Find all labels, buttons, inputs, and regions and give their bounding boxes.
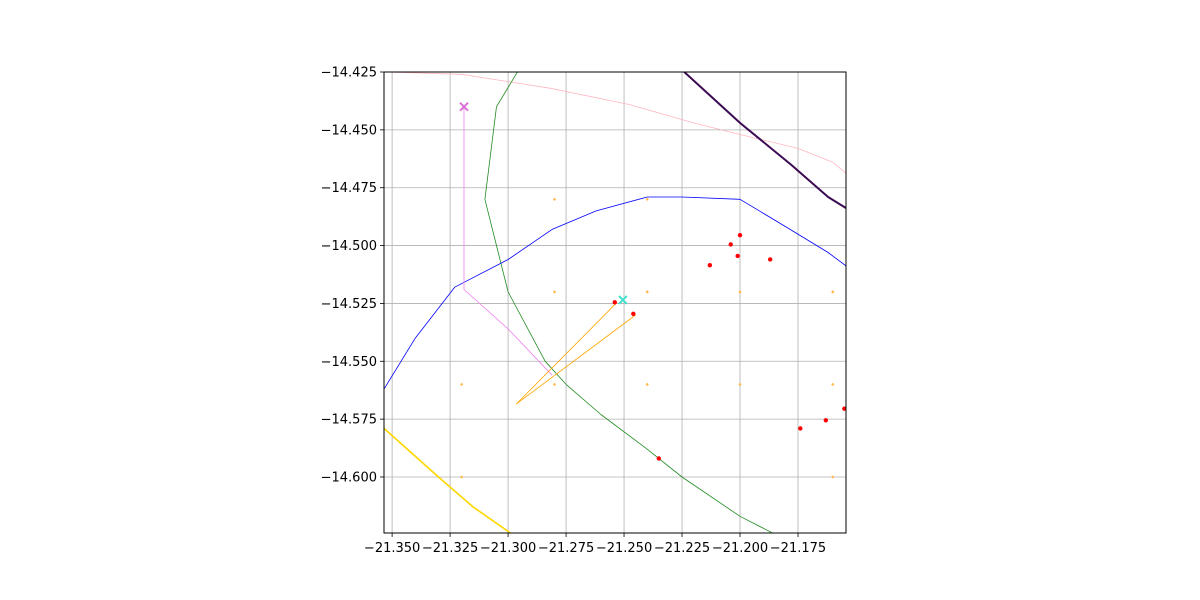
x-marker bbox=[618, 295, 628, 305]
data-point bbox=[735, 253, 740, 259]
data-point bbox=[553, 383, 556, 386]
data-point bbox=[831, 475, 835, 479]
data-point bbox=[656, 456, 662, 461]
data-point bbox=[831, 383, 835, 386]
data-point bbox=[738, 383, 742, 386]
series-line bbox=[387, 72, 846, 174]
y-tick-label: −14.575 bbox=[321, 413, 377, 428]
data-point bbox=[738, 290, 742, 294]
y-tick-label: −14.550 bbox=[321, 355, 377, 370]
data-point bbox=[831, 290, 835, 294]
y-axis: −14.425 −14.450 −14.475 −14.500 −14.525 −14.5… bbox=[321, 66, 384, 485]
axes-frame bbox=[383, 71, 847, 534]
data-point bbox=[798, 426, 803, 431]
y-tick-label: −14.450 bbox=[321, 123, 377, 138]
y-tick-label: −14.600 bbox=[321, 470, 377, 485]
x-tick-label: −21.175 bbox=[770, 541, 826, 556]
data-point bbox=[823, 418, 829, 423]
data-point bbox=[460, 475, 463, 479]
x-tick-label: −21.225 bbox=[654, 541, 710, 556]
data-point bbox=[737, 232, 743, 238]
data-point bbox=[645, 197, 649, 201]
series-line bbox=[515, 302, 618, 405]
data-point bbox=[612, 300, 617, 305]
y-tick-label: −14.525 bbox=[321, 297, 377, 312]
series-line bbox=[683, 72, 846, 210]
data-point bbox=[728, 242, 733, 247]
series-line bbox=[463, 106, 553, 376]
data-point bbox=[645, 383, 649, 386]
data-point bbox=[707, 263, 713, 268]
series-line bbox=[484, 72, 773, 533]
y-tick-label: −14.425 bbox=[321, 66, 377, 81]
x-tick-label: −21.350 bbox=[364, 541, 420, 556]
plot-area bbox=[384, 72, 846, 533]
series-line bbox=[515, 314, 636, 405]
x-tick-label: −21.250 bbox=[596, 541, 652, 556]
x-tick-label: −21.275 bbox=[538, 541, 594, 556]
series-group bbox=[384, 72, 846, 533]
y-tick-label: −14.475 bbox=[321, 181, 377, 196]
data-point bbox=[553, 197, 556, 201]
data-point bbox=[645, 290, 649, 294]
data-point bbox=[842, 406, 846, 411]
data-point bbox=[553, 290, 556, 294]
data-point bbox=[460, 383, 463, 386]
series-line bbox=[384, 196, 846, 390]
x-tick-label: −21.300 bbox=[480, 541, 536, 556]
series-line bbox=[384, 427, 511, 533]
x-tick-label: −21.200 bbox=[712, 541, 768, 556]
data-point bbox=[767, 257, 773, 262]
data-point bbox=[631, 311, 636, 317]
x-tick-label: −21.325 bbox=[422, 541, 478, 556]
y-tick-label: −14.500 bbox=[321, 239, 377, 254]
x-axis: −21.350 −21.325 −21.300 −21.275 −21.250 −21.2… bbox=[364, 533, 826, 556]
x-marker bbox=[459, 102, 469, 112]
